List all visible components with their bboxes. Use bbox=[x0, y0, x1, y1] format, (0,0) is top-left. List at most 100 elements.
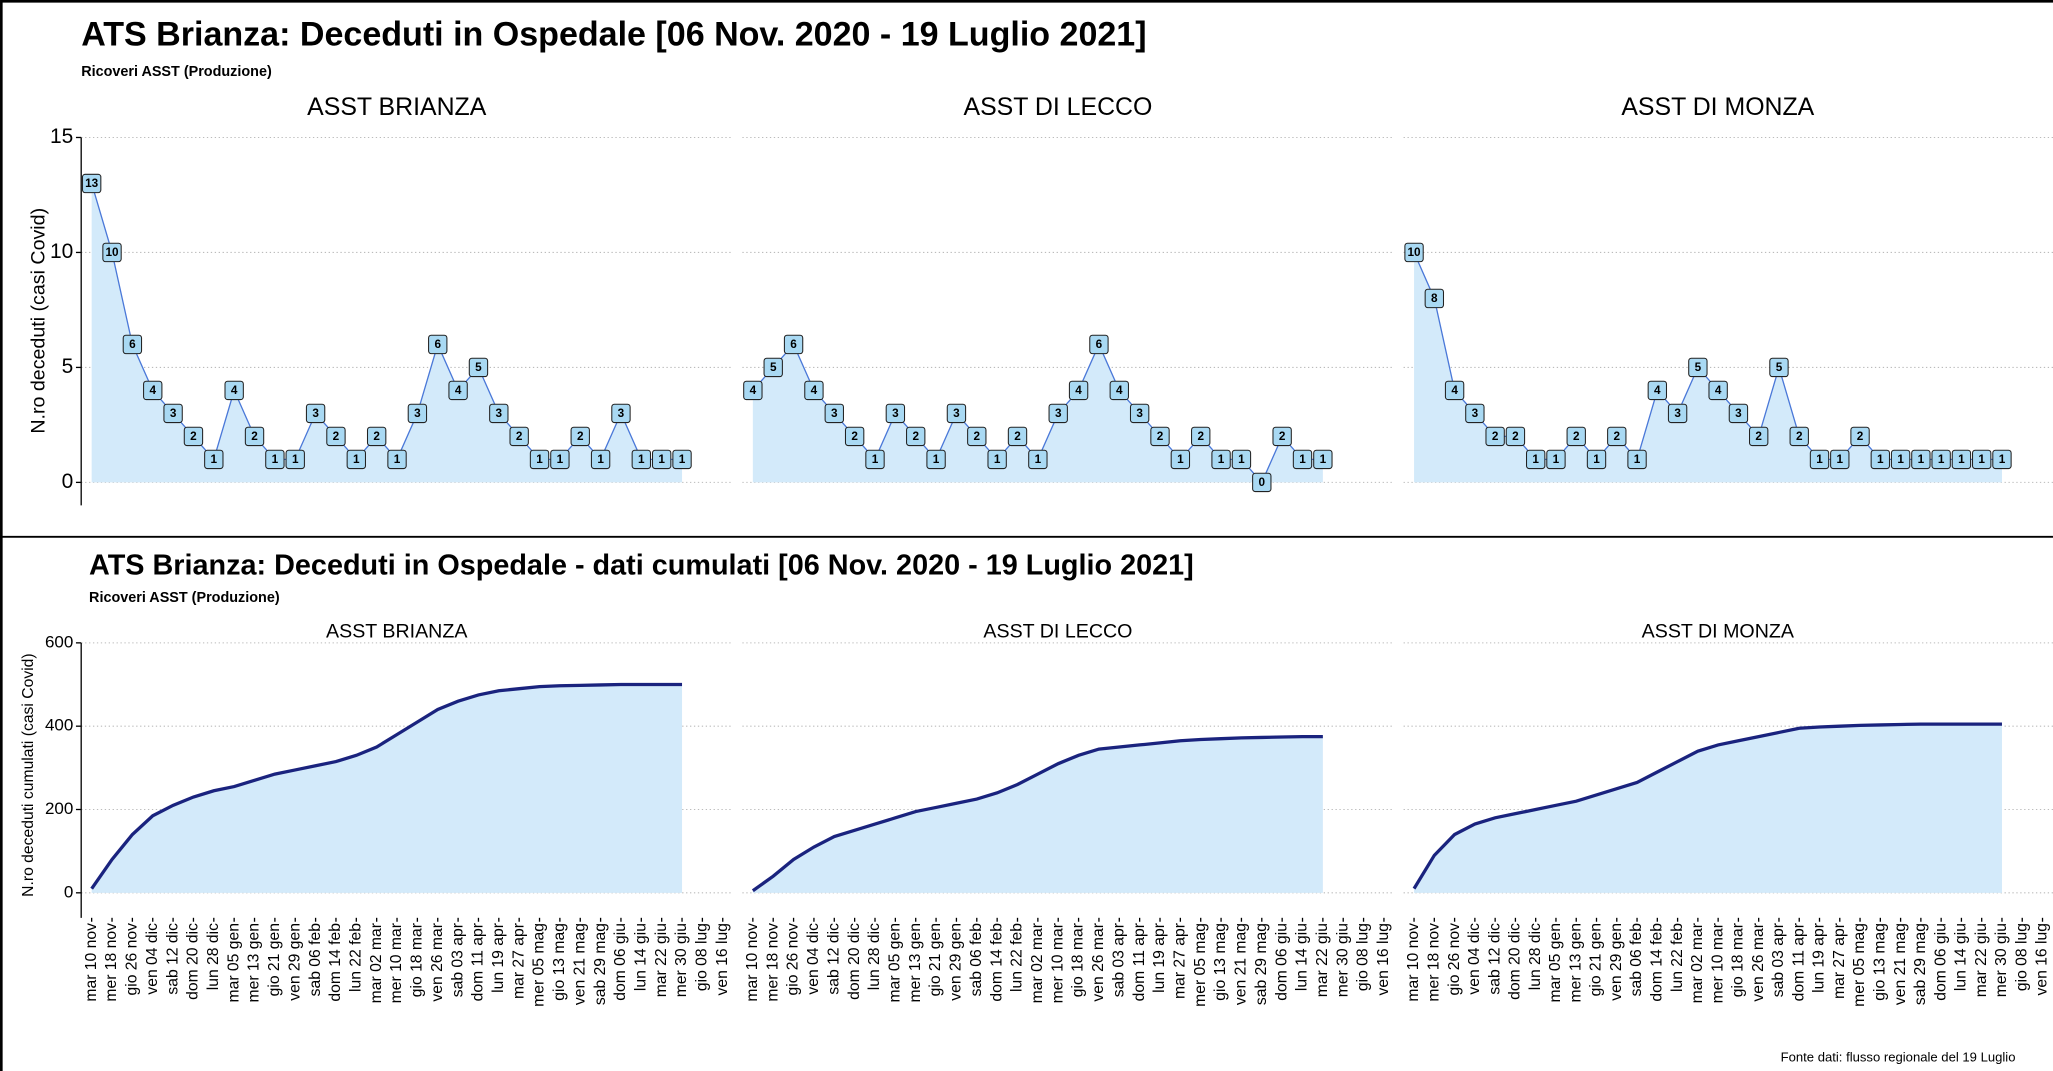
x-tick-label: lun 19 apr bbox=[490, 923, 507, 993]
data-label: 5 bbox=[1695, 361, 1702, 374]
data-label: 2 bbox=[516, 430, 523, 443]
data-label-box bbox=[265, 449, 285, 470]
line bbox=[751, 734, 1323, 893]
x-tick-label: dom 20 dic bbox=[1507, 923, 1524, 1000]
x-tick-label: gio 18 mar bbox=[1730, 923, 1747, 997]
data-label-box bbox=[1028, 449, 1048, 470]
x-tick-label: ven 04 dic bbox=[144, 923, 161, 995]
x-tick-label: ven 26 mar bbox=[429, 923, 446, 1002]
data-label: 1 bbox=[557, 453, 564, 466]
data-label: 2 bbox=[912, 430, 919, 443]
x-tick-label: mar 22 giu bbox=[1973, 923, 1990, 997]
panel-title: ASST DI LECCO bbox=[964, 93, 1153, 121]
data-label-box bbox=[1667, 403, 1688, 424]
x-tick-label: lun 22 feb bbox=[1009, 923, 1026, 992]
data-label: 1 bbox=[658, 453, 665, 466]
x-tick-label: mar 02 mar bbox=[1029, 923, 1046, 1003]
x-tick-label: lun 28 dic bbox=[866, 923, 883, 990]
data-label: 4 bbox=[750, 384, 757, 397]
data-label-box bbox=[1404, 242, 1424, 263]
x-tick-label: mer 05 mag bbox=[531, 923, 548, 1007]
x-tick-label: gio 21 gen bbox=[1588, 923, 1605, 996]
x-tick-label: mar 22 giu bbox=[653, 923, 670, 997]
data-label-box bbox=[1231, 449, 1252, 470]
panel-title: ASST BRIANZA bbox=[307, 93, 487, 121]
data-label: 2 bbox=[333, 430, 340, 443]
x-tick-label: sab 29 mag bbox=[1912, 923, 1929, 1005]
data-label: 1 bbox=[536, 453, 543, 466]
data-label: 1 bbox=[994, 453, 1001, 466]
data-label-box bbox=[844, 426, 865, 447]
x-tick-label: lun 22 feb bbox=[347, 923, 364, 992]
data-label-box bbox=[346, 449, 367, 470]
x-tick-label: ven 16 lug bbox=[2034, 923, 2051, 995]
x-tick-label: mer 10 mar bbox=[388, 923, 405, 1003]
data-label: 1 bbox=[1877, 453, 1884, 466]
x-tick-label: ven 21 mag bbox=[571, 923, 588, 1005]
data-label-box bbox=[448, 380, 468, 401]
x-tick-label: dom 11 apr bbox=[1790, 923, 1807, 1001]
y-tick-label: 200 bbox=[45, 799, 73, 818]
x-tick-label: dom 06 giu bbox=[612, 923, 629, 1001]
data-label: 5 bbox=[475, 361, 482, 374]
x-tick-label: gio 26 nov bbox=[785, 923, 802, 996]
x-tick-label: gio 08 lug bbox=[2013, 923, 2030, 991]
data-label: 1 bbox=[679, 453, 686, 466]
data-label: 1 bbox=[1299, 453, 1306, 466]
x-tick-label: sab 03 apr bbox=[1110, 923, 1127, 997]
data-label: 3 bbox=[1055, 407, 1062, 420]
data-label: 1 bbox=[1177, 453, 1184, 466]
chart-subtitle: Ricoveri ASST (Produzione) bbox=[81, 64, 272, 80]
data-label-box bbox=[824, 403, 844, 424]
data-label: 1 bbox=[1553, 453, 1560, 466]
data-label-box bbox=[1424, 288, 1445, 309]
data-label: 1 bbox=[597, 453, 604, 466]
data-label-box bbox=[244, 426, 265, 447]
panel-title: ASST BRIANZA bbox=[326, 621, 468, 643]
data-label-box bbox=[651, 449, 672, 470]
x-tick-label: dom 14 feb bbox=[1648, 923, 1665, 1002]
x-tick-label: dom 20 dic bbox=[846, 923, 863, 1000]
data-label: 5 bbox=[1776, 361, 1783, 374]
x-tick-label: gio 08 lug bbox=[1355, 923, 1372, 991]
x-tick-label: ven 16 lug bbox=[714, 923, 731, 995]
data-label: 6 bbox=[434, 338, 441, 351]
x-tick-label: ven 26 mar bbox=[1090, 923, 1107, 1002]
x-tick-label: mer 05 mag bbox=[1851, 923, 1868, 1007]
data-label-box bbox=[102, 242, 122, 263]
x-tick-label: mar 02 mar bbox=[1689, 923, 1706, 1003]
y-tick-label: 400 bbox=[45, 716, 73, 735]
data-label-box bbox=[1444, 380, 1465, 401]
data-label: 2 bbox=[190, 430, 197, 443]
panel-title: ASST DI MONZA bbox=[1642, 621, 1795, 643]
data-label-box bbox=[1972, 449, 1992, 470]
x-tick-label: mar 02 mar bbox=[368, 923, 385, 1003]
data-label: 4 bbox=[149, 384, 156, 397]
y-tick-label: 5 bbox=[62, 355, 74, 378]
panel-title: ASST DI MONZA bbox=[1621, 93, 1814, 121]
data-label: 2 bbox=[1512, 430, 1519, 443]
data-label: 1 bbox=[1218, 453, 1225, 466]
data-label: 2 bbox=[1492, 430, 1499, 443]
data-label: 2 bbox=[577, 430, 584, 443]
x-tick-label: lun 14 giu bbox=[1294, 923, 1311, 991]
data-label: 13 bbox=[85, 177, 99, 190]
data-label: 1 bbox=[1816, 453, 1823, 466]
data-label: 2 bbox=[1279, 430, 1286, 443]
data-label-box bbox=[326, 426, 346, 447]
x-tick-label: gio 21 gen bbox=[266, 923, 283, 996]
data-label-box bbox=[926, 449, 946, 470]
data-label: 3 bbox=[892, 407, 899, 420]
data-label: 3 bbox=[1136, 407, 1143, 420]
data-label: 4 bbox=[1075, 384, 1082, 397]
data-label-box bbox=[1789, 426, 1809, 447]
x-tick-label: gio 13 mag bbox=[1212, 923, 1229, 1001]
data-label: 1 bbox=[1958, 453, 1965, 466]
data-label: 1 bbox=[272, 453, 279, 466]
y-tick-label: 10 bbox=[50, 240, 73, 263]
data-label-box bbox=[428, 334, 448, 355]
data-label: 2 bbox=[1157, 430, 1164, 443]
data-label: 10 bbox=[1408, 246, 1422, 259]
chart-subtitle: Ricoveri ASST (Produzione) bbox=[89, 590, 280, 606]
